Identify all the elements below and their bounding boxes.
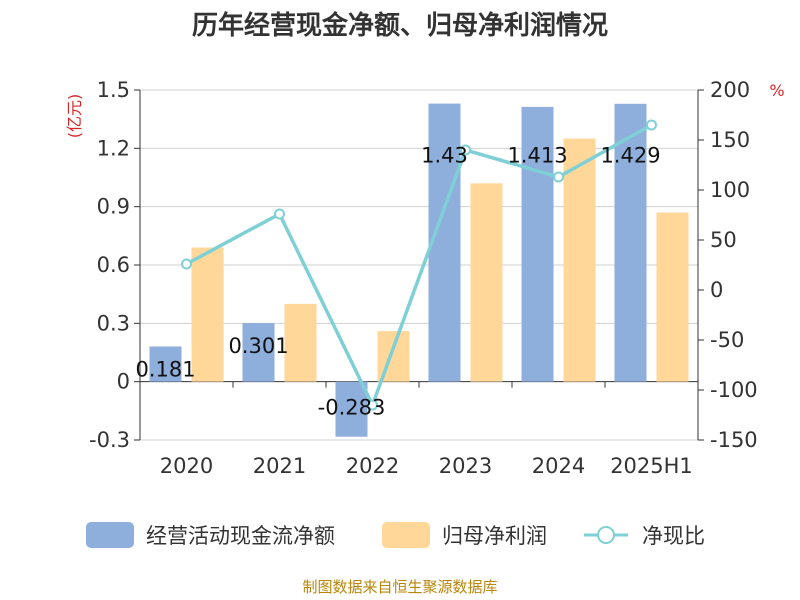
category-label: 2024	[532, 454, 585, 478]
category-label: 2023	[439, 454, 492, 478]
data-labels: 0.181 0.301 -0.283 1.43 1.413 1.429	[135, 144, 660, 420]
netprofit-bar	[563, 138, 596, 382]
right-tick-label: 50	[710, 228, 737, 252]
tick-labels: 1.5 1.2 0.9 0.6 0.3 0 -0.3 200 150 100 50 0 -50 -100 -…	[89, 78, 758, 478]
ratio-line	[181, 119, 657, 411]
bars	[149, 103, 689, 437]
cashflow-bar	[521, 106, 554, 382]
legend: 经营活动现金流净额 归母净利润 净现比	[86, 522, 705, 548]
right-tick-label: 200	[710, 78, 750, 102]
right-tick-label: -100	[710, 378, 758, 402]
ratio-point	[460, 144, 471, 156]
category-label: 2022	[346, 454, 399, 478]
right-tick-label: -50	[710, 328, 744, 352]
netprofit-bar	[191, 247, 224, 382]
netprofit-bar	[656, 212, 689, 382]
right-tick-label: -150	[710, 428, 758, 452]
ratio-point	[553, 171, 564, 183]
left-tick-label: 0.9	[97, 195, 130, 219]
cashflow-bar	[614, 103, 647, 382]
legend-swatch-netprofit	[382, 522, 430, 548]
left-axis-unit: (亿元)	[65, 94, 84, 139]
cashflow-data-label: 1.43	[421, 144, 468, 168]
ratio-point	[367, 399, 378, 411]
cashflow-data-label: 1.413	[507, 144, 567, 168]
grid-lines	[140, 89, 698, 441]
left-tick-label: 1.2	[97, 136, 130, 160]
cashflow-bar	[428, 103, 461, 382]
source-note: 制图数据来自恒生聚源数据库	[302, 578, 497, 596]
netprofit-bar	[284, 303, 317, 382]
legend-label-netprofit: 归母净利润	[442, 524, 547, 548]
category-label: 2025H1	[610, 454, 693, 478]
left-tick-label: 0.3	[97, 311, 130, 335]
legend-swatch-cashflow	[86, 522, 134, 548]
legend-swatch-ratio-marker	[597, 526, 615, 544]
ratio-point	[646, 119, 657, 131]
right-tick-label: 150	[710, 128, 750, 152]
left-tick-label: 0	[117, 370, 130, 394]
axes	[134, 89, 704, 441]
ratio-polyline	[185, 123, 653, 410]
category-label: 2020	[160, 454, 213, 478]
left-tick-label: 1.5	[97, 78, 130, 102]
cashflow-bar	[335, 381, 368, 437]
ratio-point	[181, 258, 192, 270]
right-axis-unit: %	[769, 81, 784, 100]
cashflow-data-label: 0.301	[228, 334, 288, 358]
cashflow-data-label: -0.283	[318, 396, 386, 420]
cashflow-data-label: 0.181	[135, 357, 195, 381]
cashflow-bar	[149, 346, 182, 382]
ratio-point	[274, 208, 285, 220]
legend-label-cashflow: 经营活动现金流净额	[146, 524, 335, 548]
left-tick-label: -0.3	[89, 428, 130, 452]
right-tick-label: 0	[710, 278, 723, 302]
left-tick-label: 0.6	[97, 253, 130, 277]
cashflow-bar	[242, 323, 275, 382]
chart-title: 历年经营现金净额、归母净利润情况	[192, 10, 608, 41]
cashflow-data-label: 1.429	[600, 144, 660, 168]
legend-label-ratio: 净现比	[642, 524, 705, 548]
netprofit-bar	[470, 183, 503, 382]
category-label: 2021	[253, 454, 306, 478]
right-tick-label: 100	[710, 178, 750, 202]
